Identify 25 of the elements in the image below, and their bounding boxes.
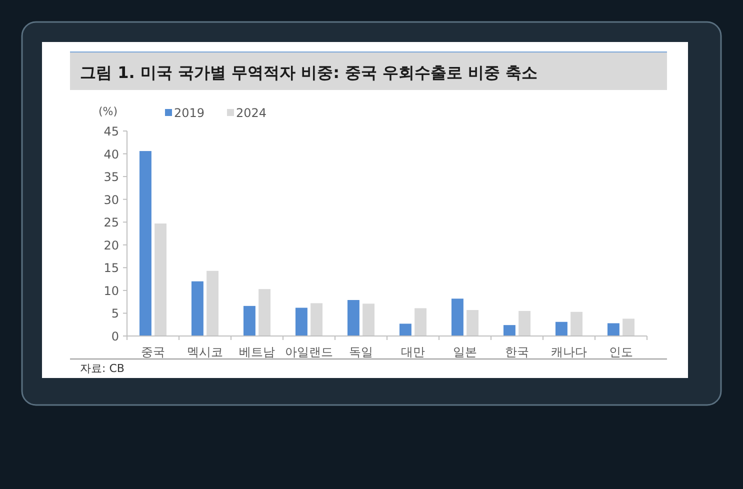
y-tick-label: 0	[111, 330, 119, 344]
legend-label: 2019	[174, 106, 205, 120]
y-tick-label: 40	[104, 147, 119, 162]
x-tick-label: 인도	[609, 345, 633, 359]
y-tick-label: 45	[104, 124, 119, 138]
y-tick-label: 25	[104, 216, 119, 230]
y-tick-label: 10	[104, 284, 119, 298]
chart-title: 그림 1. 미국 국가별 무역적자 비중: 중국 우회수출로 비중 축소	[80, 63, 538, 82]
y-tick-label: 30	[104, 192, 119, 207]
legend-label: 2024	[236, 106, 267, 120]
x-tick-label: 중국	[141, 345, 165, 359]
x-tick-label: 아일랜드	[285, 345, 333, 359]
x-tick-label: 캐나다	[551, 345, 587, 359]
x-tick-label: 멕시코	[187, 345, 223, 359]
x-tick-label: 일본	[453, 345, 477, 359]
y-tick-label: 15	[104, 261, 119, 276]
x-tick-label: 한국	[505, 345, 529, 359]
x-tick-label: 독일	[349, 345, 373, 359]
x-tick-label: 대만	[401, 345, 425, 359]
text: 자료: CB	[80, 362, 124, 375]
y-tick-label: 20	[104, 238, 119, 252]
x-tick-label: 베트남	[239, 345, 275, 359]
y-tick-label: 5	[111, 306, 119, 321]
y-tick-label: 35	[104, 170, 119, 184]
y-axis-title: (%)	[98, 105, 118, 118]
